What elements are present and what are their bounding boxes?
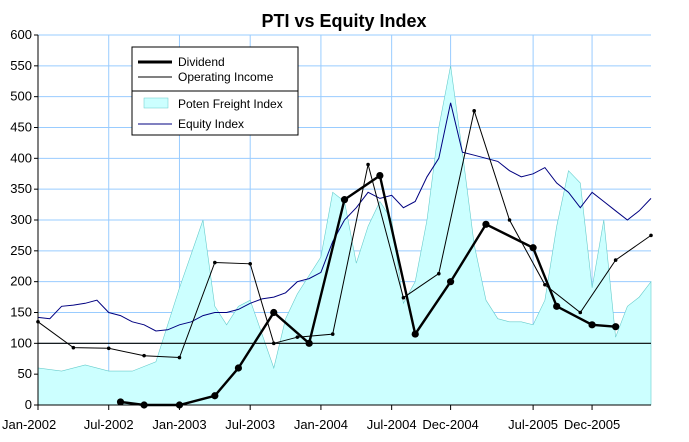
y-tick-label: 550 <box>10 58 32 73</box>
point-operating-income <box>177 355 182 360</box>
point-operating-income <box>437 271 441 276</box>
point-dividend <box>553 302 561 310</box>
point-dividend <box>234 364 243 372</box>
x-tick-label: Dec-2004 <box>422 417 478 432</box>
y-tick-label: 150 <box>10 305 32 320</box>
point-dividend <box>529 244 537 252</box>
point-dividend <box>211 392 219 400</box>
point-dividend <box>305 339 313 347</box>
axes: 0 50 100 150 200 250 300 350 400 450 500 550 600 Jan-… <box>2 27 651 432</box>
series-line-equity <box>37 102 652 332</box>
point-operating-income <box>142 353 146 358</box>
point-operating-income <box>366 162 370 167</box>
y-tick-label: 300 <box>10 212 32 227</box>
x-tick-label: Jul-2005 <box>508 417 558 432</box>
point-operating-income <box>543 282 547 287</box>
y-tick-label: 100 <box>10 335 32 350</box>
point-dividend <box>612 323 620 331</box>
x-tick-label: Dec-2005 <box>564 417 620 432</box>
point-operating-income <box>295 335 300 339</box>
point-dividend <box>588 321 596 329</box>
point-dividend <box>411 330 419 338</box>
legend-label-freight: Poten Freight Index <box>178 97 283 111</box>
y-tick-label: 400 <box>10 150 32 165</box>
x-tick-label: Jan-2004 <box>294 417 348 432</box>
point-operating-income <box>507 218 512 222</box>
point-operating-income <box>271 341 276 346</box>
y-tick-label: 200 <box>10 274 32 289</box>
point-dividend <box>376 172 384 180</box>
point-operating-income <box>71 345 76 350</box>
point-dividend <box>340 196 349 204</box>
point-operating-income <box>401 295 406 300</box>
x-tick-label: Jan-2003 <box>152 417 206 432</box>
point-dividend <box>270 308 278 317</box>
y-tick-label: 250 <box>10 243 32 258</box>
legend-label-operating-income: Operating Income <box>178 70 274 84</box>
point-operating-income <box>472 109 476 113</box>
legend-label-equity: Equity Index <box>178 117 244 131</box>
point-operating-income <box>613 258 618 262</box>
y-tick-label: 600 <box>10 27 32 42</box>
series-area-freight <box>37 65 652 406</box>
point-operating-income <box>248 261 252 266</box>
legend: Dividend Operating Income Poten Freight … <box>131 46 299 136</box>
x-tick-label: Jan-2002 <box>2 417 56 432</box>
point-operating-income <box>330 332 335 336</box>
point-dividend <box>446 278 455 286</box>
point-operating-income <box>578 310 583 315</box>
y-tick-label: 500 <box>10 89 32 104</box>
chart-title: PTI vs Equity Index <box>261 11 426 31</box>
freight-area-layer <box>37 65 652 406</box>
point-operating-income <box>106 346 111 351</box>
y-tick-label: 0 <box>25 397 32 412</box>
x-tick-label: Jul-2002 <box>84 417 134 432</box>
y-tick-label: 50 <box>18 366 32 381</box>
x-tick-label: Jul-2003 <box>225 417 275 432</box>
point-dividend <box>482 220 490 228</box>
point-dividend <box>116 398 125 406</box>
point-operating-income <box>213 260 217 265</box>
series-line-dividend <box>120 173 616 407</box>
x-tick-label: Jul-2004 <box>367 417 417 432</box>
point-operating-income <box>649 233 653 238</box>
series-lines-layer <box>36 102 653 409</box>
legend-swatch-freight <box>143 97 169 109</box>
legend-label-dividend: Dividend <box>178 55 225 69</box>
y-tick-label: 350 <box>10 181 32 196</box>
y-tick-label: 450 <box>10 120 32 135</box>
